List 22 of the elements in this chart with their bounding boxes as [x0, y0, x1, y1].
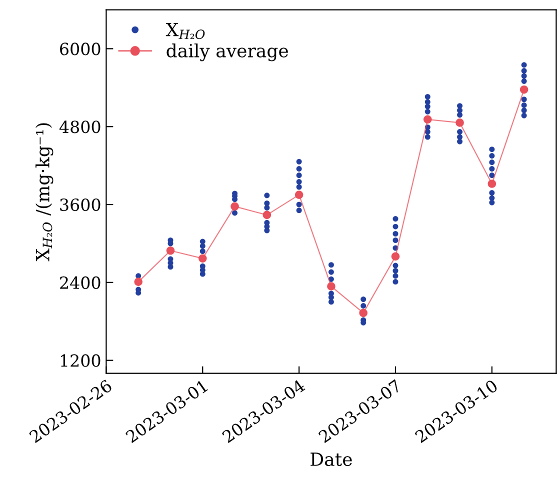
point — [198, 254, 207, 263]
point — [520, 85, 528, 94]
point — [456, 118, 464, 127]
point — [423, 115, 432, 124]
y-tick-label: 2400 — [60, 276, 100, 289]
x-axis-title: Date — [310, 452, 352, 466]
y-axis-title: X$_{H₂O}$ /(mg·kg⁻¹) — [36, 123, 54, 262]
point — [294, 190, 304, 199]
legend-label: daily average — [166, 43, 288, 62]
point — [327, 282, 336, 290]
y-tick-label: 1200 — [60, 354, 100, 367]
point — [134, 278, 143, 286]
point — [230, 202, 239, 211]
point — [359, 308, 368, 318]
point — [488, 180, 496, 188]
point — [166, 246, 175, 255]
legend-label: X$_{H₂O}$ — [166, 22, 205, 40]
point — [391, 252, 400, 261]
y-tick-label: 3600 — [60, 198, 100, 212]
y-tick-label: 6000 — [60, 42, 100, 56]
point — [262, 210, 272, 220]
y-tick-label: 4800 — [59, 120, 100, 134]
